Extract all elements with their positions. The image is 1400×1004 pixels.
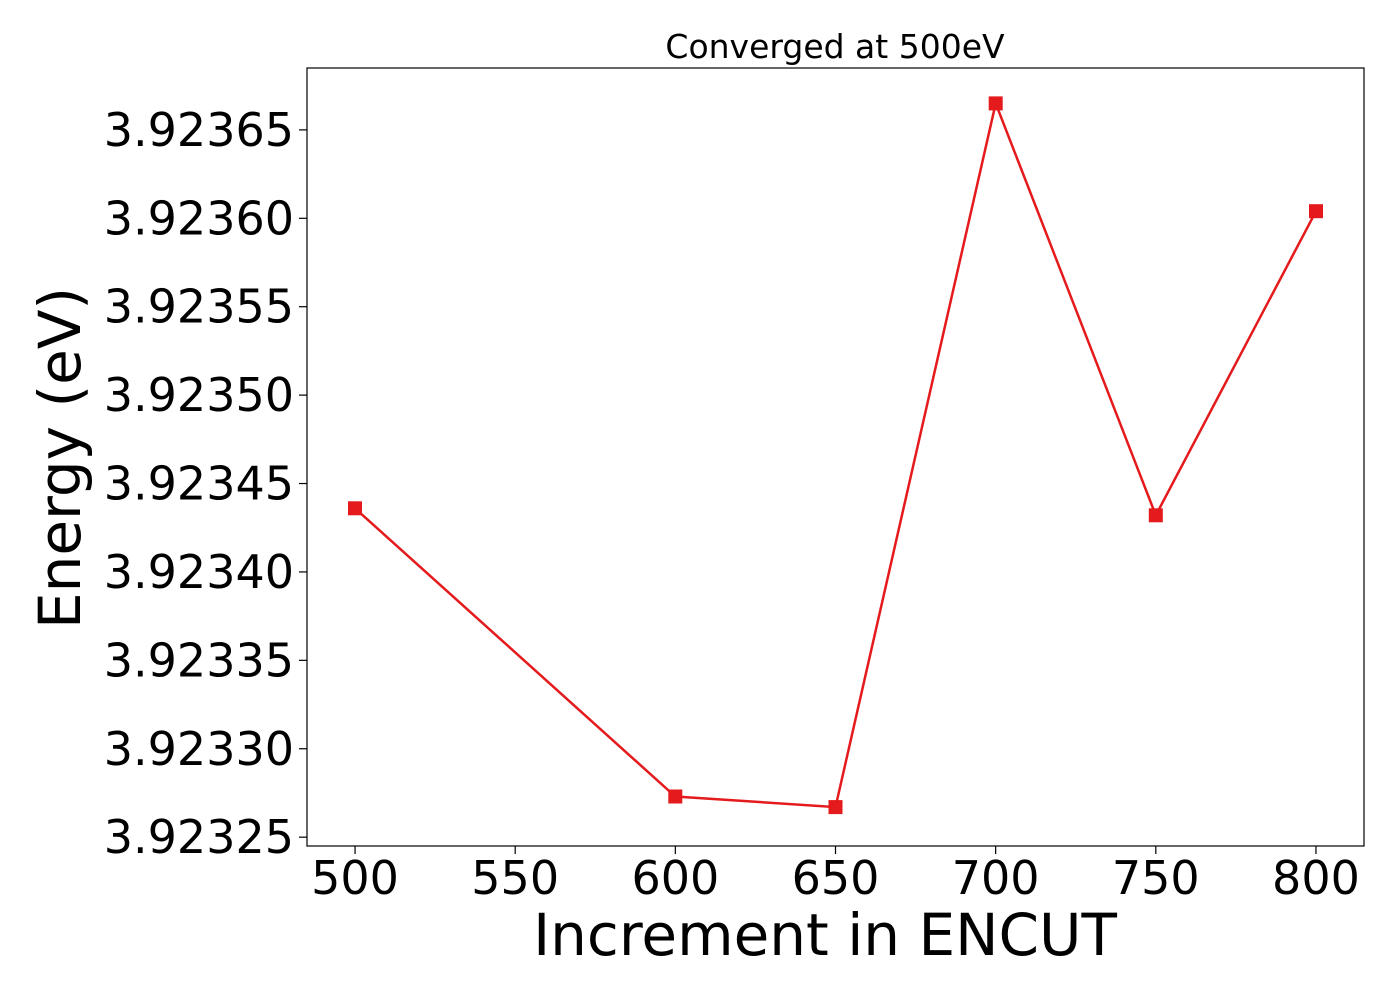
y-tick-label: 3.92335 [104, 633, 294, 687]
x-tick-label: 650 [792, 851, 880, 905]
x-tick-label: 550 [471, 851, 559, 905]
y-tick-label: 3.92340 [104, 545, 294, 599]
y-tick-label: 3.92330 [104, 722, 294, 776]
data-point [828, 800, 843, 815]
data-point [348, 501, 362, 516]
x-axis-label: Increment in ENCUT [533, 901, 1117, 969]
series-layer [348, 96, 1323, 815]
x-tick-label: 800 [1272, 851, 1360, 905]
data-point [988, 96, 1003, 111]
x-tick-label: 750 [1112, 851, 1200, 905]
y-tick-label: 3.92360 [104, 191, 294, 245]
plot-frame [306, 67, 1365, 847]
y-tick-label: 3.92350 [104, 368, 294, 422]
x-tick-label: 500 [311, 851, 399, 905]
y-tick-label: 3.92365 [104, 103, 294, 157]
y-axis-label: Energy (eV) [26, 287, 94, 629]
data-point [1148, 508, 1163, 523]
chart-title: Converged at 500eV [665, 27, 1005, 66]
data-point [668, 789, 683, 804]
x-axis-ticks: 500 550 600 650 700 750 800 [311, 846, 1360, 905]
x-tick-label: 600 [631, 851, 719, 905]
y-tick-label: 3.92355 [104, 280, 294, 334]
y-tick-label: 3.92325 [104, 810, 294, 864]
series-line [354, 99, 1318, 809]
x-tick-label: 700 [952, 851, 1040, 905]
data-point [1309, 204, 1323, 219]
y-axis-ticks: 3.92325 3.92330 3.92335 3.92340 3.92345 3.923… [104, 103, 307, 864]
y-tick-label: 3.92345 [104, 457, 294, 511]
